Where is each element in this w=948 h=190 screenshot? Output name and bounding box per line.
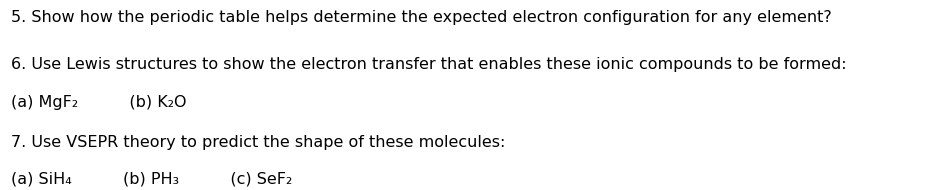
Text: (a) SiH₄          (b) PH₃          (c) SeF₂: (a) SiH₄ (b) PH₃ (c) SeF₂ xyxy=(11,171,293,186)
Text: 5. Show how the periodic table helps determine the expected electron configurati: 5. Show how the periodic table helps det… xyxy=(11,10,832,25)
Text: (a) MgF₂          (b) K₂O: (a) MgF₂ (b) K₂O xyxy=(11,95,187,110)
Text: 6. Use Lewis structures to show the electron transfer that enables these ionic c: 6. Use Lewis structures to show the elec… xyxy=(11,57,847,72)
Text: 7. Use VSEPR theory to predict the shape of these molecules:: 7. Use VSEPR theory to predict the shape… xyxy=(11,135,505,150)
